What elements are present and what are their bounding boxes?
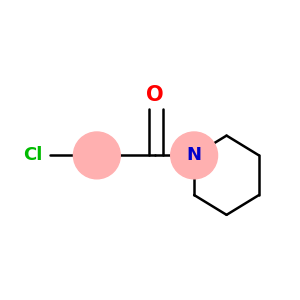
Text: N: N (187, 146, 202, 164)
Text: Cl: Cl (23, 146, 43, 164)
Text: O: O (146, 85, 163, 105)
Circle shape (171, 132, 218, 179)
Circle shape (74, 132, 120, 179)
